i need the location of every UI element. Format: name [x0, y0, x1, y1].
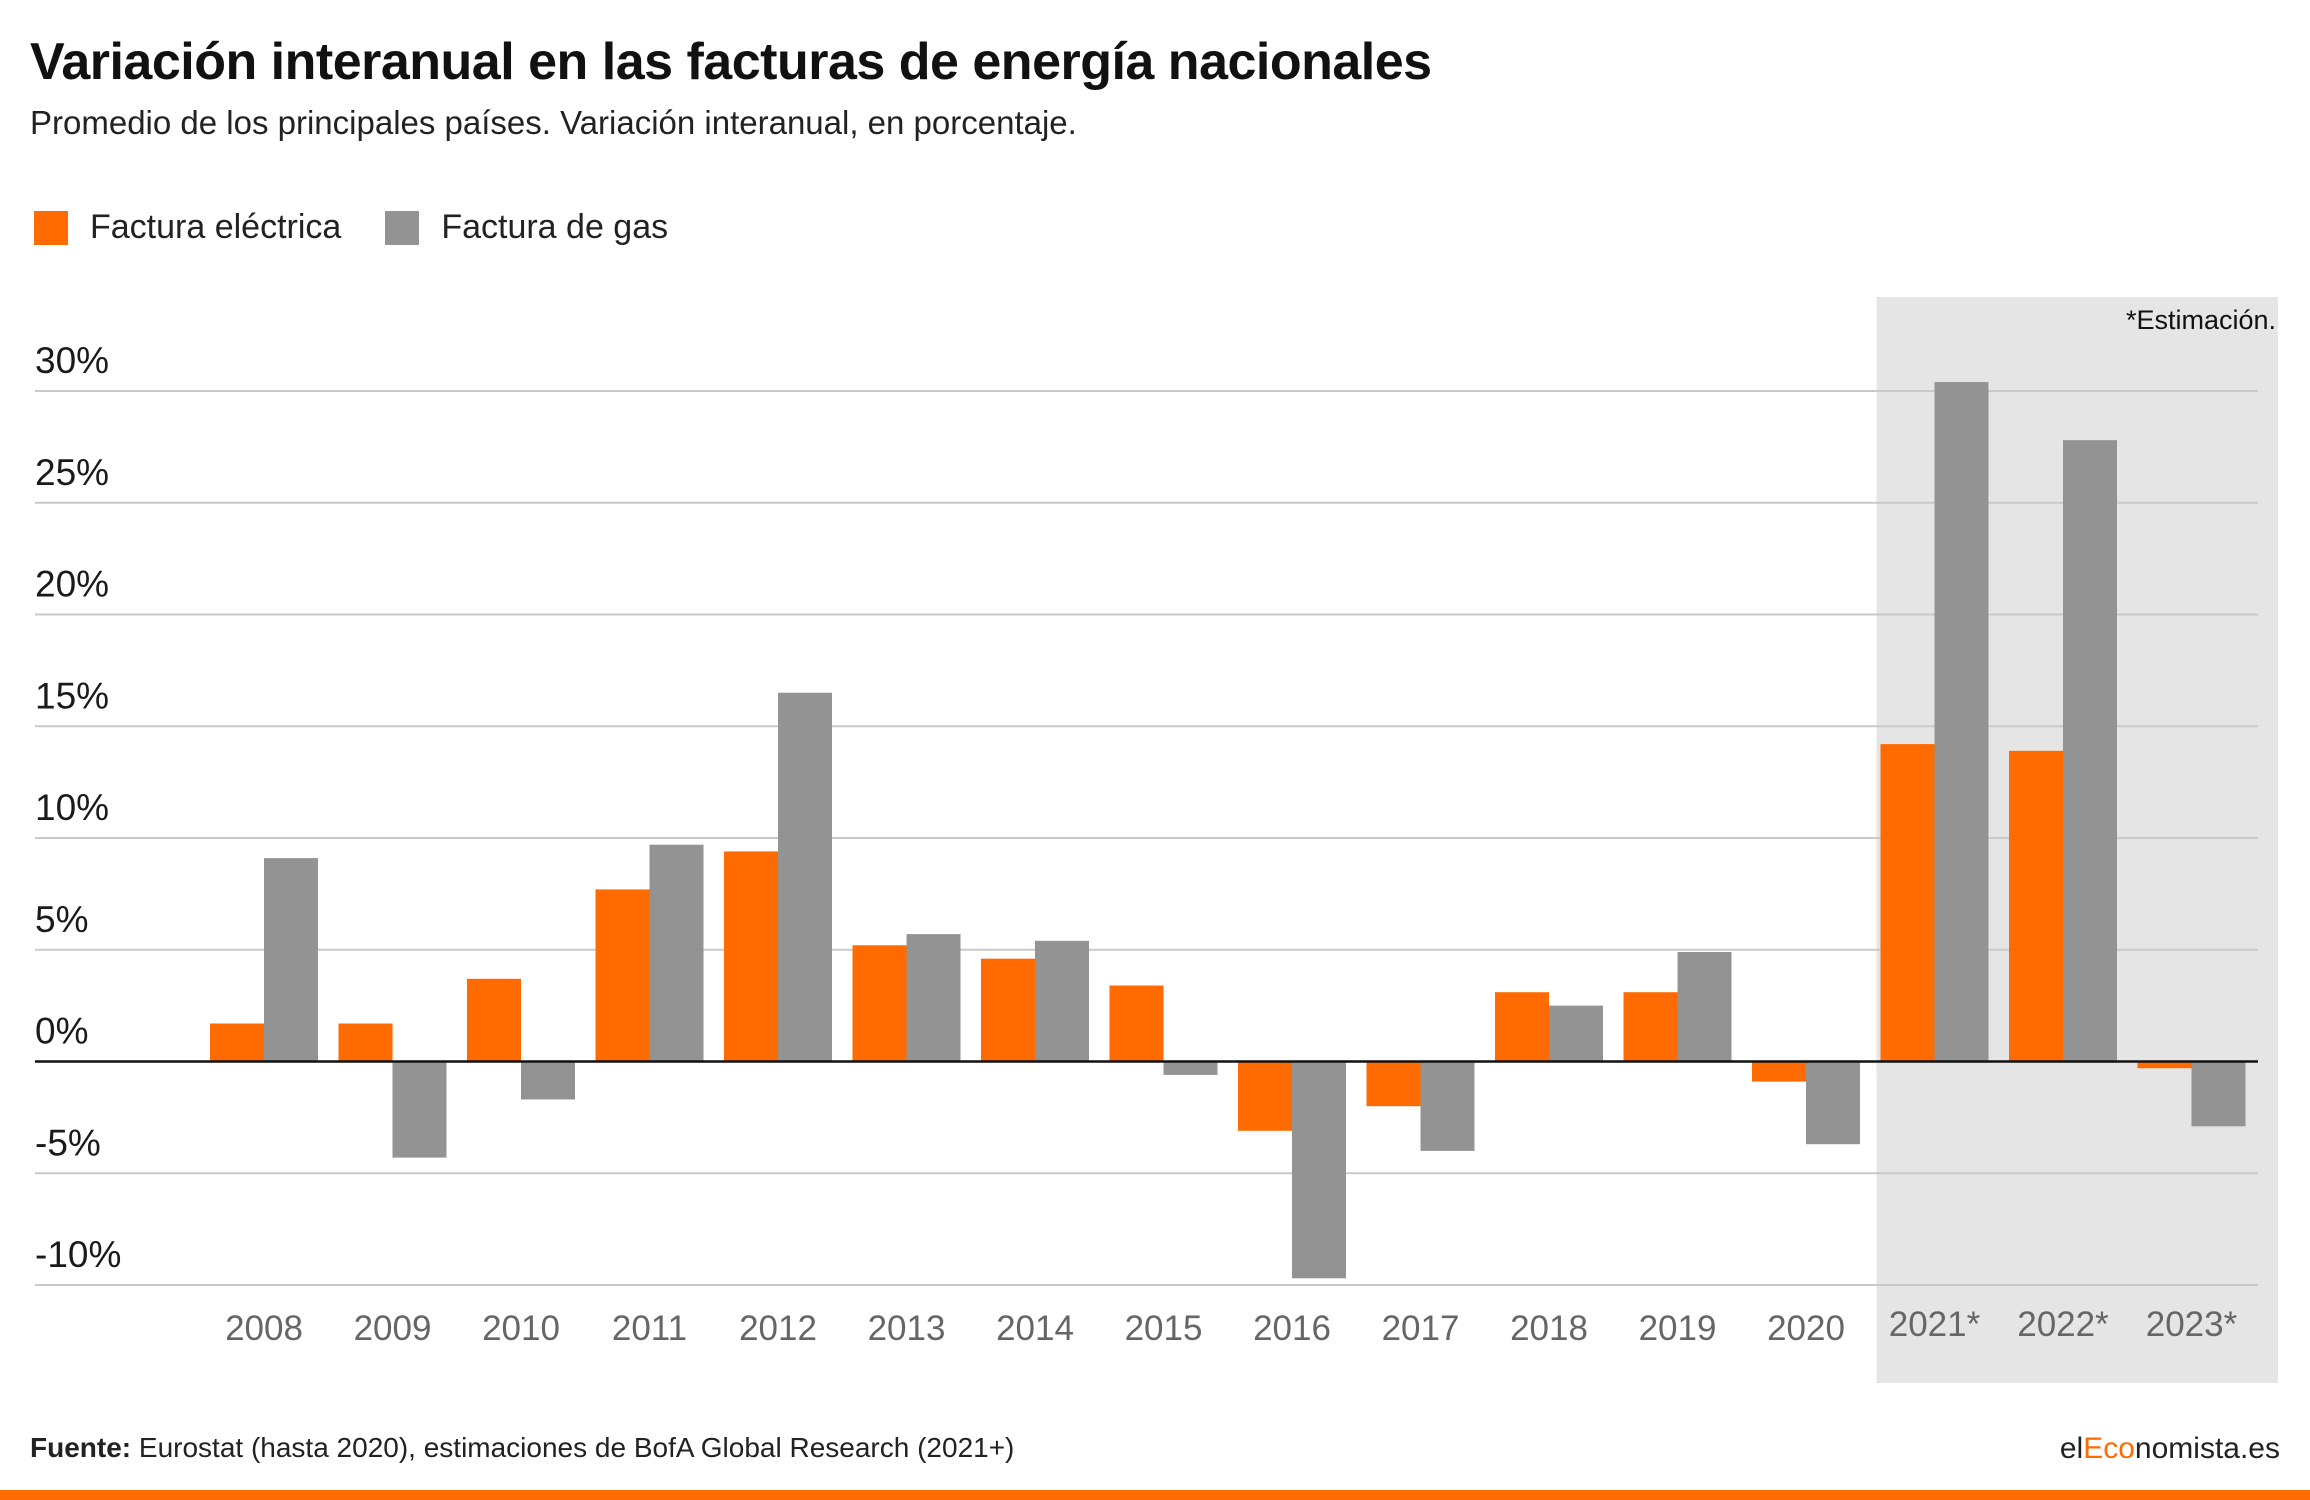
x-tick-label: 2018: [1510, 1309, 1588, 1348]
bar-electricity: [981, 958, 1035, 1062]
source-label: Fuente:: [30, 1432, 132, 1463]
bar-gas: [778, 692, 832, 1062]
bar-gas: [649, 844, 704, 1062]
bar-electricity: [1109, 985, 1164, 1062]
bar-electricity: [1752, 1061, 1806, 1082]
bar-gas: [1420, 1061, 1475, 1151]
y-tick-label: 25%: [35, 452, 109, 493]
source-text: Eurostat (hasta 2020), estimaciones de B…: [138, 1432, 1015, 1463]
bar-electricity: [467, 978, 521, 1062]
x-tick-label: 2014: [996, 1309, 1074, 1348]
bar-gas: [1292, 1061, 1346, 1279]
bar-electricity: [724, 851, 778, 1062]
legend-swatch-electricity: [34, 210, 68, 245]
x-tick-label: 2022*: [2017, 1305, 2109, 1344]
estimation-note: *Estimación.: [2126, 305, 2276, 335]
bar-gas: [392, 1061, 447, 1158]
x-tick-label: 2010: [482, 1309, 560, 1348]
bar-electricity: [595, 889, 650, 1062]
x-tick-label: 2012: [739, 1309, 817, 1348]
bar-electricity: [210, 1023, 264, 1062]
bar-gas: [1035, 940, 1089, 1062]
legend-label-gas: Factura de gas: [441, 208, 669, 246]
x-tick-label: 2009: [354, 1309, 432, 1348]
y-tick-label: -5%: [35, 1122, 101, 1163]
chart-title: Variación interanual en las facturas de …: [30, 33, 1432, 91]
x-tick-label: 2008: [225, 1309, 303, 1348]
bar-gas: [1934, 382, 1989, 1062]
y-tick-label: 5%: [35, 899, 88, 940]
source-note: Fuente: Eurostat (hasta 2020), estimacio…: [30, 1432, 1014, 1464]
brand-prefix: el: [2059, 1432, 2084, 1465]
x-tick-label: 2016: [1253, 1309, 1331, 1348]
legend: Factura eléctrica Factura de gas: [34, 208, 712, 247]
x-tick-label: 2023*: [2146, 1305, 2238, 1344]
bar-electricity: [1238, 1061, 1292, 1131]
bar-electricity: [338, 1023, 393, 1062]
x-tick-label: 2011: [612, 1309, 687, 1348]
bar-gas: [2191, 1061, 2246, 1127]
bottom-accent-bar: [0, 1490, 2310, 1500]
bar-electricity: [2009, 750, 2063, 1062]
x-tick-label: 2021*: [1889, 1305, 1981, 1344]
brand-accent: Eco: [2083, 1432, 2135, 1465]
bar-electricity: [852, 945, 907, 1062]
chart-subtitle: Promedio de los principales países. Vari…: [30, 104, 1077, 141]
bar-electricity: [1366, 1061, 1421, 1107]
x-tick-label: 2019: [1639, 1309, 1717, 1348]
brand-suffix: nomista.es: [2134, 1432, 2280, 1465]
bar-gas: [1163, 1061, 1218, 1075]
bar-gas: [264, 858, 318, 1062]
bar-electricity: [1880, 744, 1935, 1062]
y-tick-label: 0%: [35, 1011, 88, 1052]
y-tick-label: 15%: [35, 675, 109, 716]
brand-logo[interactable]: elEconomista.es: [2060, 1432, 2280, 1466]
x-tick-label: 2013: [868, 1309, 946, 1348]
bar-gas: [521, 1061, 575, 1100]
legend-swatch-gas: [385, 210, 420, 245]
x-tick-label: 2015: [1125, 1309, 1203, 1348]
y-tick-label: 30%: [35, 340, 109, 381]
bar-gas: [1677, 951, 1732, 1062]
x-tick-label: 2017: [1382, 1309, 1460, 1348]
bar-electricity: [1495, 992, 1549, 1062]
bar-chart: *Estimación. 30% 25% 20% 15% 10% 5% 0% -5% -10% 20…: [35, 297, 2278, 1383]
legend-label-electricity: Factura eléctrica: [90, 208, 342, 246]
bar-gas: [1549, 1005, 1603, 1062]
bar-gas: [906, 934, 961, 1062]
y-tick-label: -10%: [35, 1234, 121, 1275]
legend-item-gas: Factura de gas: [385, 208, 668, 247]
bar-gas: [2063, 440, 2117, 1062]
bar-gas: [1806, 1061, 1860, 1145]
x-tick-label: 2020: [1767, 1309, 1845, 1348]
bar-electricity: [1623, 992, 1678, 1062]
y-tick-label: 10%: [35, 787, 109, 828]
legend-item-electricity: Factura eléctrica: [34, 208, 341, 247]
bar-electricity: [2137, 1061, 2192, 1069]
y-tick-label: 20%: [35, 564, 109, 605]
